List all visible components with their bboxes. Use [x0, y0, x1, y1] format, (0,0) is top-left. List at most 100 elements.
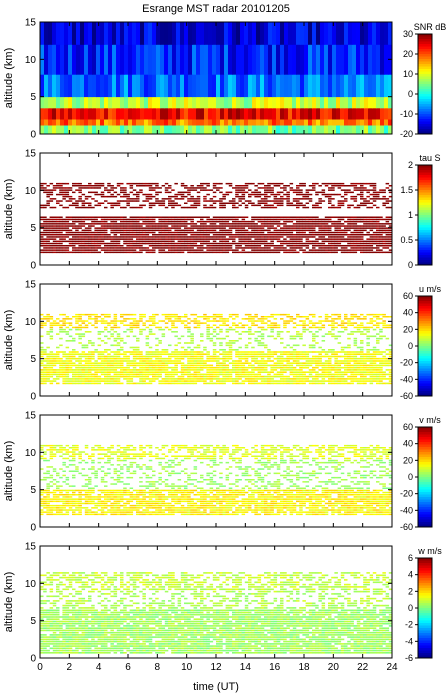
heatmap-cell [110, 223, 114, 225]
heatmap-cell [72, 364, 76, 367]
heatmap-cell [91, 218, 95, 221]
heatmap-cell [203, 346, 207, 349]
heatmap-cell [56, 223, 60, 225]
heatmap-cell [388, 378, 392, 380]
heatmap-cell [46, 191, 50, 194]
heatmap-cell [59, 238, 63, 240]
heatmap-cell [142, 247, 146, 249]
heatmap-cell [376, 333, 380, 335]
heatmap-cell [52, 249, 57, 251]
heatmap-cell [366, 223, 370, 225]
heatmap-cell [344, 22, 349, 45]
heatmap-cell [276, 360, 281, 362]
heatmap-cell [110, 227, 114, 229]
heatmap-cell [172, 107, 177, 120]
heatmap-cell [65, 189, 70, 191]
heatmap-cell [177, 242, 182, 245]
heatmap-cell [254, 378, 258, 380]
heatmap-cell [356, 125, 361, 134]
heatmap-cell [257, 200, 262, 202]
heatmap-cell [155, 373, 159, 376]
heatmap-cell [46, 371, 50, 373]
heatmap-cell [132, 360, 137, 362]
heatmap-cell [123, 360, 127, 362]
heatmap-cell [302, 378, 306, 380]
heatmap-cell [216, 366, 220, 369]
heatmap-cell [260, 193, 265, 196]
heatmap-cell [145, 353, 150, 355]
heatmap-cell [136, 238, 140, 240]
heatmap-cell [190, 231, 194, 234]
heatmap-cell [72, 198, 76, 200]
heatmap-cell [244, 371, 249, 373]
heatmap-cell [308, 225, 313, 227]
heatmap-cell [228, 353, 233, 355]
colorbar-swatch [418, 61, 432, 65]
heatmap-cell [88, 202, 92, 204]
heatmap-cell [267, 380, 271, 382]
heatmap-cell [110, 380, 114, 382]
heatmap-cell [238, 373, 242, 376]
heatmap-cell [216, 373, 220, 376]
heatmap-cell [65, 380, 70, 382]
heatmap-cell [110, 231, 114, 234]
heatmap-cell [321, 380, 326, 382]
heatmap-cell [276, 245, 281, 247]
heatmap-cell [228, 238, 233, 240]
heatmap-cell [296, 236, 300, 238]
heatmap-cell [312, 369, 316, 371]
heatmap-cell [235, 349, 239, 351]
heatmap-cell [49, 366, 54, 369]
heatmap-cell [200, 107, 205, 120]
heatmap-cell [123, 200, 127, 202]
heatmap-cell [334, 249, 338, 251]
heatmap-cell [46, 378, 50, 380]
colorbar-tick-label: 1.5 [400, 185, 413, 195]
heatmap-cell [331, 380, 335, 382]
heatmap-cell [318, 247, 322, 249]
heatmap-cell [238, 242, 242, 245]
heatmap-cell [180, 355, 185, 358]
colorbar-swatch [418, 69, 432, 72]
heatmap-cell [302, 242, 306, 245]
heatmap-cell [235, 366, 239, 369]
heatmap-cell [100, 191, 105, 194]
heatmap-cell [190, 187, 194, 189]
heatmap-cell [318, 357, 322, 360]
heatmap-cell [129, 185, 134, 187]
heatmap-cell [376, 218, 380, 221]
heatmap-cell [273, 245, 278, 247]
heatmap-cell [65, 366, 70, 369]
heatmap-cell [46, 355, 50, 358]
heatmap-cell [328, 44, 333, 75]
heatmap-cell [152, 44, 157, 75]
heatmap-cell [289, 236, 294, 238]
heatmap-cell [251, 369, 255, 371]
heatmap-cell [107, 202, 111, 204]
heatmap-cell [56, 74, 61, 98]
heatmap-cell [46, 200, 50, 202]
heatmap-cell [388, 200, 392, 202]
heatmap-cell [257, 331, 262, 333]
heatmap-cell [286, 204, 290, 207]
heatmap-cell [158, 223, 162, 225]
heatmap-cell [251, 351, 255, 353]
heatmap-cell [161, 234, 166, 236]
heatmap-cell [209, 249, 214, 251]
heatmap-cell [376, 378, 380, 380]
heatmap-cell [366, 328, 370, 331]
heatmap-cell [372, 198, 377, 200]
heatmap-cell [206, 193, 210, 196]
heatmap-cell [156, 125, 161, 134]
heatmap-cell [340, 249, 345, 251]
heatmap-cell [206, 225, 210, 227]
colorbar-swatch [418, 106, 432, 110]
heatmap-cell [283, 198, 287, 200]
heatmap-cell [180, 362, 185, 364]
heatmap-cell [81, 247, 86, 249]
heatmap-cell [92, 22, 97, 45]
heatmap-cell [216, 375, 220, 378]
heatmap-cell [116, 107, 121, 120]
heatmap-cell [209, 245, 214, 247]
heatmap-cell [72, 231, 76, 234]
